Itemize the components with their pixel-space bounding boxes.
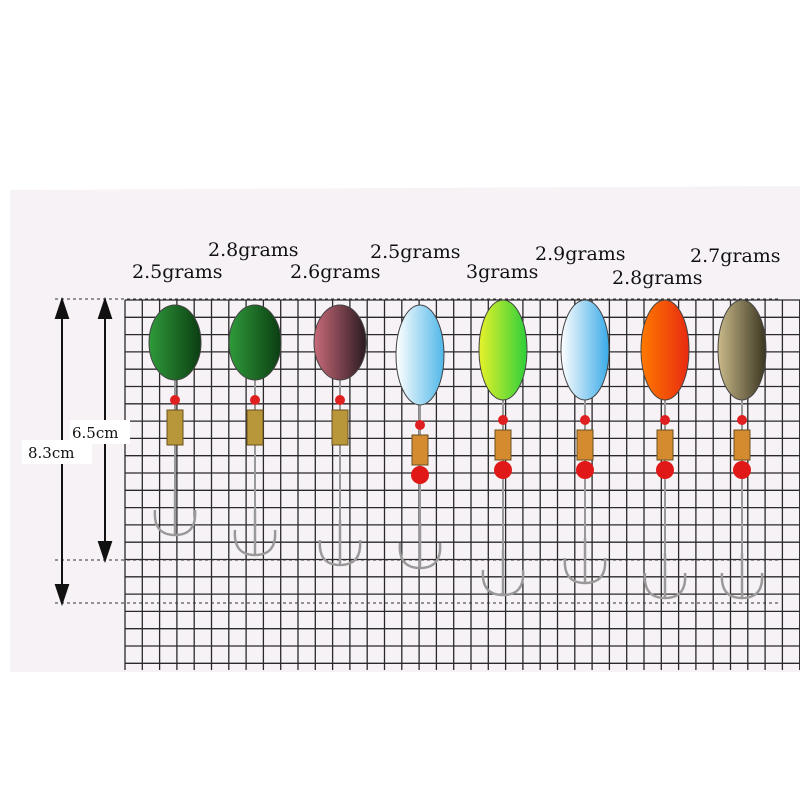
lure — [313, 304, 367, 567]
blade — [478, 299, 528, 401]
bead — [576, 461, 594, 479]
blade — [395, 304, 445, 406]
bead — [580, 415, 590, 425]
body — [733, 429, 751, 461]
lure — [478, 299, 528, 597]
inner-dimension: 6.5cm — [72, 424, 118, 442]
bead — [415, 420, 425, 430]
bead — [411, 466, 429, 484]
lure — [560, 299, 610, 585]
body — [411, 434, 429, 466]
arrow-head — [97, 296, 113, 319]
hook — [233, 510, 277, 557]
hook — [720, 553, 764, 600]
blade — [228, 304, 282, 381]
hook — [398, 523, 442, 570]
body — [656, 429, 674, 461]
body — [494, 429, 512, 461]
weight-label: 2.5grams — [132, 261, 223, 283]
blade — [640, 299, 690, 401]
bead — [498, 415, 508, 425]
body — [331, 409, 349, 446]
body — [166, 409, 184, 446]
bead — [170, 395, 180, 405]
weight-label: 2.7grams — [690, 245, 781, 267]
weight-labels: 2.5grams2.8grams2.6grams2.5grams3grams2.… — [132, 239, 781, 289]
bead — [737, 415, 747, 425]
guides — [55, 298, 780, 604]
body — [576, 429, 594, 461]
label-bg — [70, 420, 130, 444]
lure — [148, 304, 202, 537]
hook — [563, 538, 607, 585]
lure — [228, 304, 282, 557]
arrow-head — [97, 541, 113, 564]
weight-label: 3grams — [466, 261, 538, 283]
bead — [733, 461, 751, 479]
hook — [643, 553, 687, 600]
lure — [395, 304, 445, 570]
bead — [335, 395, 345, 405]
outer-dimension: 8.3cm — [28, 444, 74, 462]
weight-label: 2.6grams — [290, 261, 381, 283]
lure — [640, 299, 690, 600]
bead — [656, 461, 674, 479]
blade — [313, 304, 367, 381]
body — [246, 409, 264, 446]
blade — [148, 304, 202, 381]
weight-label: 2.8grams — [208, 239, 299, 261]
bead — [494, 461, 512, 479]
lures — [148, 299, 767, 600]
arrow-head — [54, 584, 70, 607]
hook — [153, 490, 197, 537]
bead — [250, 395, 260, 405]
weight-label: 2.9grams — [535, 243, 626, 265]
blade — [560, 299, 610, 401]
hook — [318, 520, 362, 567]
weight-label: 2.8grams — [612, 267, 703, 289]
bead — [660, 415, 670, 425]
arrow-head — [54, 296, 70, 319]
weight-label: 2.5grams — [370, 241, 461, 263]
paper — [10, 186, 800, 672]
lure — [717, 299, 767, 600]
blade — [717, 299, 767, 401]
hook — [481, 550, 525, 597]
